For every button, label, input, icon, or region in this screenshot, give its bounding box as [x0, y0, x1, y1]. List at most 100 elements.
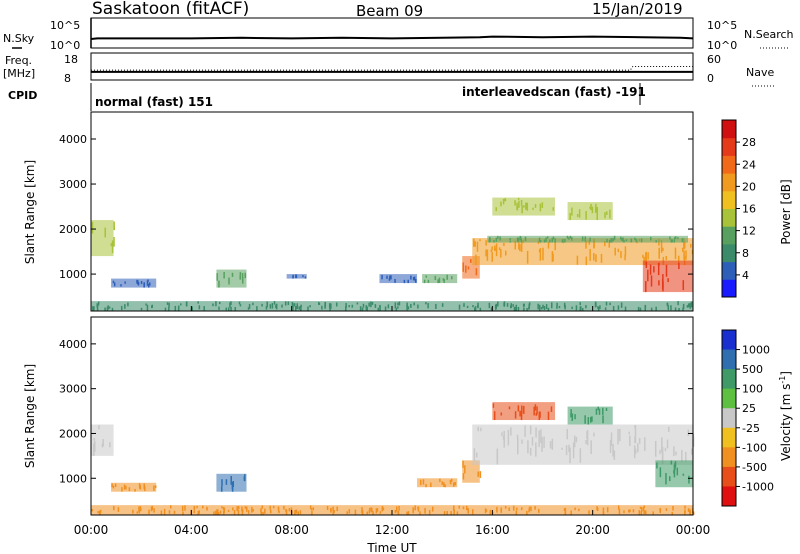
velocity-echo-streak: [112, 485, 115, 489]
velocity-echo-streak: [643, 510, 645, 515]
power-echo-streak: [252, 302, 254, 306]
velocity-echo-streak: [310, 508, 313, 511]
velocity-echo-streak: [283, 505, 285, 510]
power-echo-streak: [198, 305, 201, 310]
power-echo-streak: [500, 249, 502, 258]
freq-label-bottom: [MHz]: [3, 67, 35, 80]
velocity-echo-streak: [543, 436, 545, 448]
power-echo-streak: [639, 307, 642, 311]
power-echo-streak: [667, 305, 670, 310]
velocity-echo-streak: [574, 414, 576, 420]
velocity-echo-streak: [252, 509, 254, 512]
power-echo-streak: [407, 279, 409, 284]
power-echo-streak: [650, 275, 653, 287]
power-echo-streak: [538, 249, 541, 253]
velocity-echo-streak: [467, 508, 469, 514]
velocity-echo-streak: [236, 506, 238, 512]
velocity-echo-streak: [585, 440, 587, 444]
power-echo-streak: [518, 200, 520, 208]
y-tick-label: 1000: [59, 472, 87, 485]
power-ylabel: Slant Range [km]: [23, 160, 37, 264]
velocity-echo-streak: [193, 510, 196, 514]
velocity-echo-streak: [123, 484, 126, 490]
power-echo-streak: [168, 307, 170, 311]
velocity-echo-streak: [526, 510, 528, 515]
velocity-echo-streak: [121, 487, 123, 492]
power-echo-streak: [673, 239, 676, 243]
power-echo-streak: [292, 307, 294, 311]
power-colorbar-swatch: [722, 190, 736, 209]
velocity-echo-streak: [154, 485, 157, 489]
velocity-echo-streak: [669, 476, 671, 482]
power-echo-streak: [413, 276, 416, 281]
power-echo-streak: [495, 243, 498, 257]
power-colorbar-tick-label: 4: [742, 269, 749, 282]
power-echo-streak: [427, 303, 429, 309]
power-echo-streak: [564, 305, 566, 310]
power-echo-streak: [140, 307, 143, 311]
velocity-echo-streak: [500, 412, 503, 416]
power-echo-streak: [547, 242, 550, 249]
cpid-panel: CPID normal (fast) 151 interleavedscan (…: [8, 83, 646, 111]
power-echo-streak: [97, 301, 100, 305]
power-echo-streak: [594, 301, 597, 308]
power-echo-streak: [669, 236, 671, 240]
velocity-colorbar-tick-label: 100: [742, 383, 763, 396]
power-echo-streak: [146, 304, 149, 311]
velocity-echo-streak: [361, 507, 363, 513]
velocity-echo-streak: [425, 484, 427, 488]
velocity-echo-streak: [606, 507, 609, 513]
velocity-echo-streak: [602, 407, 604, 415]
power-echo-streak: [497, 235, 499, 239]
velocity-echo-streak: [232, 481, 235, 487]
power-echo-streak: [292, 275, 294, 279]
velocity-echo-streak: [93, 438, 96, 441]
power-echo-streak: [180, 303, 182, 306]
power-echo-streak: [394, 302, 397, 309]
velocity-echo-streak: [618, 508, 621, 515]
noise-panel: N.Sky 10^5 10^0 10^5 10^0 N.Search: [3, 17, 794, 52]
velocity-echo-streak: [507, 429, 510, 446]
power-echo-streak: [425, 302, 427, 305]
power-echo-streak: [368, 302, 370, 307]
nsky-series-line: [90, 35, 694, 40]
frequency-panel: Freq. [MHz] 18 8 60 0 Nave: [3, 52, 776, 87]
power-echo-streak: [554, 240, 556, 243]
power-echo-streak: [517, 237, 520, 241]
power-echo-streak: [569, 212, 571, 221]
velocity-echo-streak: [489, 509, 492, 515]
velocity-echo-streak: [453, 511, 455, 515]
velocity-echo-streak: [551, 438, 554, 450]
power-echo-streak: [414, 278, 417, 283]
power-echo-streak: [519, 244, 521, 252]
velocity-echo-streak: [117, 507, 120, 512]
velocity-echo-streak: [98, 511, 101, 515]
velocity-echo-streak: [221, 479, 223, 487]
velocity-echo-streak: [294, 510, 296, 515]
power-echo-streak: [538, 237, 541, 242]
velocity-echo-streak: [690, 448, 693, 455]
velocity-echo-region: [567, 406, 613, 425]
power-echo-streak: [328, 303, 331, 309]
power-echo-streak: [625, 239, 628, 242]
power-echo-streak: [526, 307, 528, 311]
velocity-echo-streak: [685, 451, 687, 462]
velocity-echo-streak: [634, 448, 637, 454]
velocity-echo-streak: [665, 472, 667, 485]
velocity-echo-streak: [687, 429, 690, 436]
velocity-echo-streak: [381, 507, 384, 512]
velocity-echo-streak: [446, 511, 448, 515]
velocity-echo-streak: [381, 505, 384, 509]
velocity-echo-streak: [508, 508, 510, 512]
velocity-echo-streak: [516, 434, 519, 439]
x-tick-label: 04:00: [174, 523, 209, 537]
velocity-echo-streak: [641, 507, 643, 512]
power-echo-streak: [554, 240, 556, 251]
power-echo-streak: [384, 306, 387, 311]
velocity-echo-streak: [575, 436, 578, 443]
velocity-echo-streak: [654, 440, 657, 457]
velocity-echo-streak: [527, 440, 529, 454]
velocity-echo-streak: [288, 508, 291, 512]
velocity-echo-streak: [605, 407, 608, 412]
velocity-echo-streak: [419, 479, 422, 486]
